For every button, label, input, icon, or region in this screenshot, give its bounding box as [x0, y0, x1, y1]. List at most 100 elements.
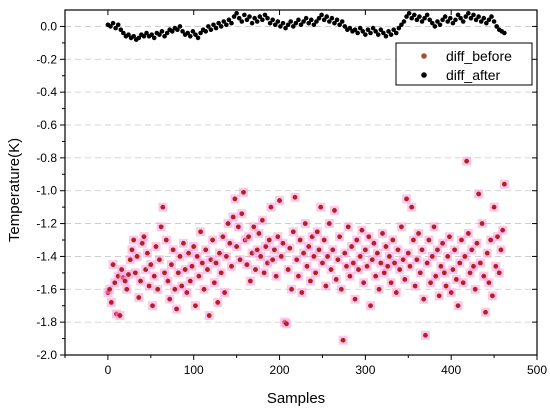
point-marker — [397, 267, 403, 272]
point-marker — [412, 283, 418, 289]
point-diff-after — [213, 25, 219, 31]
point-diff-before — [189, 242, 199, 252]
point-diff-before — [446, 288, 456, 298]
point-diff-before — [160, 268, 170, 278]
point-marker — [227, 240, 233, 246]
point-diff-before — [220, 288, 230, 298]
point-marker — [196, 273, 202, 279]
point-diff-after — [221, 19, 227, 24]
point-diff-before — [470, 284, 480, 294]
point-marker — [194, 254, 200, 259]
point-marker — [320, 260, 325, 266]
point-diff-before — [390, 258, 400, 268]
point-diff-before — [120, 276, 130, 286]
point-marker — [239, 211, 245, 217]
point-diff-after — [383, 33, 389, 39]
point-diff-before — [132, 251, 142, 261]
point-marker — [326, 221, 332, 226]
point-diff-before — [268, 255, 278, 265]
point-diff-before — [115, 311, 125, 321]
point-diff-before — [218, 232, 228, 242]
point-marker — [211, 280, 217, 286]
y-tick-label: -0.8 — [36, 151, 57, 165]
point-marker — [280, 240, 286, 246]
point-diff-before — [347, 242, 357, 252]
point-marker — [311, 254, 317, 259]
point-marker — [256, 231, 262, 236]
point-diff-after — [275, 19, 281, 24]
point-diff-before — [192, 251, 202, 261]
point-marker — [354, 237, 360, 243]
y-tick-label: -0.6 — [36, 118, 57, 132]
point-diff-after — [388, 32, 394, 37]
point-diff-before — [252, 245, 262, 255]
point-diff-before — [383, 261, 393, 271]
point-marker — [347, 273, 353, 279]
point-diff-before — [187, 261, 197, 271]
point-diff-before — [482, 248, 492, 258]
point-marker — [266, 237, 272, 243]
point-diff-after — [489, 14, 494, 19]
point-marker — [467, 270, 473, 276]
point-diff-after — [329, 15, 335, 21]
point-diff-after — [321, 17, 327, 23]
point-diff-before — [359, 278, 369, 288]
point-diff-before — [400, 274, 410, 284]
point-marker — [409, 204, 415, 210]
point-marker — [318, 204, 324, 210]
point-diff-before — [319, 235, 329, 245]
point-diff-after — [126, 32, 131, 37]
point-diff-before — [391, 288, 401, 298]
point-diff-before — [175, 251, 185, 261]
point-diff-before — [481, 307, 491, 317]
point-diff-after — [502, 30, 507, 36]
point-marker — [459, 237, 464, 243]
point-diff-before — [386, 278, 396, 288]
point-diff-after — [244, 17, 250, 23]
point-diff-after — [445, 19, 451, 24]
point-diff-before — [312, 227, 322, 237]
point-marker — [292, 194, 298, 200]
point-diff-after — [399, 22, 404, 28]
point-diff-after — [229, 20, 234, 26]
point-marker — [474, 240, 480, 246]
point-marker — [210, 237, 216, 243]
point-diff-after — [327, 19, 332, 24]
point-diff-after — [437, 22, 443, 28]
point-diff-before — [228, 212, 238, 222]
point-diff-before — [460, 251, 470, 261]
point-diff-before — [331, 274, 341, 284]
point-marker — [306, 244, 312, 249]
point-diff-before — [496, 245, 506, 255]
point-diff-before — [309, 251, 319, 261]
point-marker — [450, 267, 456, 272]
point-marker — [316, 247, 322, 253]
point-marker — [258, 254, 264, 259]
point-diff-before — [429, 222, 439, 232]
point-marker — [268, 204, 274, 210]
point-marker — [284, 321, 289, 327]
point-marker — [465, 231, 471, 236]
point-diff-after — [324, 14, 330, 19]
point-diff-after — [236, 15, 242, 21]
point-marker — [423, 332, 428, 338]
point-marker — [477, 260, 483, 266]
point-diff-after — [162, 33, 167, 39]
point-marker — [110, 262, 116, 268]
point-diff-after — [417, 14, 422, 19]
point-marker — [340, 337, 346, 343]
point-marker — [369, 257, 375, 263]
point-marker — [150, 303, 155, 309]
point-diff-after — [190, 29, 196, 34]
point-marker — [491, 204, 497, 210]
point-marker — [405, 250, 411, 256]
point-marker — [359, 227, 365, 233]
point-marker — [134, 254, 140, 259]
point-marker — [374, 250, 380, 256]
point-marker — [170, 247, 176, 253]
point-diff-after — [316, 15, 322, 21]
point-diff-before — [353, 265, 363, 275]
point-marker — [464, 158, 470, 164]
point-marker — [447, 234, 452, 240]
point-marker — [436, 293, 442, 299]
